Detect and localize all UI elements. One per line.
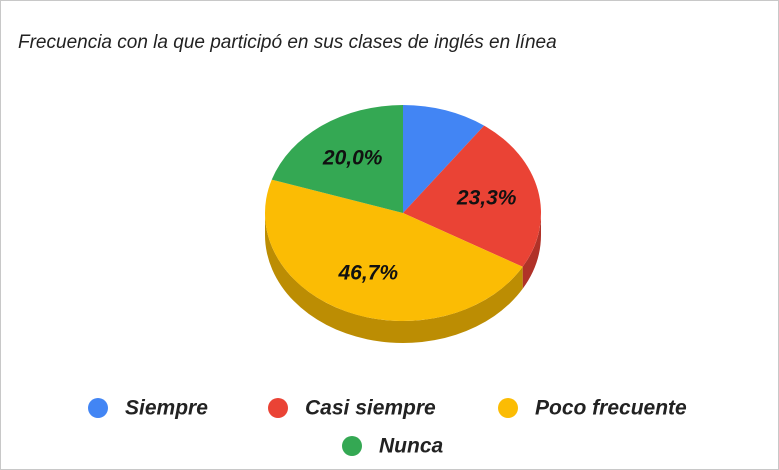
legend-marker bbox=[498, 398, 518, 418]
legend-label: Casi siempre bbox=[305, 397, 436, 420]
legend-label: Poco frecuente bbox=[535, 397, 687, 420]
slice-side bbox=[265, 213, 523, 343]
legend-marker bbox=[88, 398, 108, 418]
chart-title: Frecuencia con la que participó en sus c… bbox=[18, 32, 557, 53]
legend-marker bbox=[342, 436, 362, 456]
slice bbox=[265, 179, 523, 321]
slice bbox=[403, 125, 542, 267]
legend-label: Nunca bbox=[379, 435, 444, 458]
slice bbox=[403, 105, 485, 213]
legend-marker bbox=[268, 398, 288, 418]
data-label: 20,0% bbox=[322, 146, 383, 169]
slice-side bbox=[522, 213, 541, 289]
data-label: 23,3% bbox=[456, 187, 517, 210]
data-label: 46,7% bbox=[338, 262, 399, 285]
legend-label: Siempre bbox=[125, 397, 208, 420]
slice bbox=[271, 105, 403, 213]
